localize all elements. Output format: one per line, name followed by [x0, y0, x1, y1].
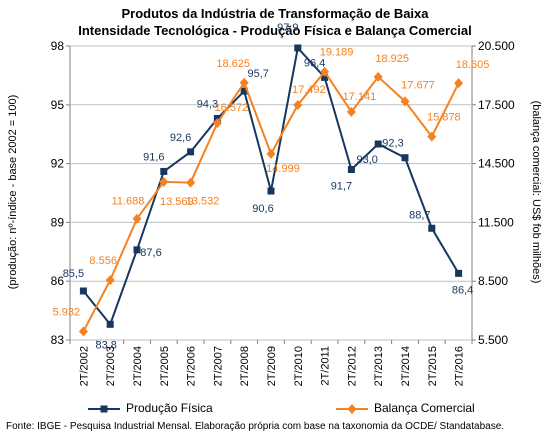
x-tick-label: 2T/2005	[159, 346, 171, 386]
data-label-producao: 96,4	[304, 57, 325, 69]
data-label-balanca: 17.677	[401, 79, 435, 91]
y-right-tick-label: 17.500	[478, 98, 515, 112]
y-axis-left-label: (produção: nº-índice - base 2002 = 100)	[7, 95, 19, 290]
data-label-producao: 92,6	[170, 132, 191, 144]
data-point-balanca	[346, 106, 356, 117]
y-left-tick-label: 89	[51, 215, 65, 229]
data-label-balanca: 18.925	[375, 53, 409, 65]
data-point-producao	[374, 140, 382, 148]
y-right-tick-label: 11.500	[478, 215, 514, 229]
data-point-producao	[428, 224, 436, 232]
data-point-balanca	[427, 131, 437, 142]
y-left-tick-label: 98	[51, 39, 65, 53]
x-tick-label: 2T/2015	[427, 346, 439, 386]
data-label-producao: 91,7	[331, 180, 352, 192]
data-label-producao: 88,7	[409, 209, 430, 221]
x-tick-label: 2T/2011	[320, 346, 332, 386]
data-point-balanca	[159, 176, 169, 187]
data-point-balanca	[373, 71, 383, 82]
x-tick-label: 2T/2013	[373, 346, 385, 386]
y-right-tick-label: 14.500	[478, 157, 515, 171]
data-label-balanca: 18.605	[456, 59, 490, 71]
series-layer	[78, 44, 464, 337]
data-point-producao	[321, 73, 329, 81]
data-labels-layer: 85,5 83,8 87,6 91,6 92,6 94,3 95,7 90,6 97,9 96,4…	[53, 22, 490, 351]
data-label-balanca: 18.625	[216, 58, 250, 70]
x-tick-label: 2T/2009	[266, 346, 278, 386]
data-label-balanca: 16.572	[215, 102, 249, 114]
chart-title-line-2: Intensidade Tecnológica - Produção Físic…	[78, 23, 472, 38]
y-left-tick-label: 95	[51, 98, 65, 112]
x-tick-label: 2T/2016	[454, 346, 466, 386]
x-tick-label: 2T/2006	[186, 346, 198, 386]
data-label-balanca: 17.141	[343, 91, 377, 103]
data-label-producao: 95,7	[247, 68, 268, 80]
x-tick-label: 2T/2002	[78, 346, 90, 386]
data-label-balanca: 14.999	[266, 163, 300, 175]
data-label-balanca: 13.569	[160, 196, 194, 208]
data-label-producao: 85,5	[63, 268, 84, 280]
x-tick-label: 2T/2008	[239, 346, 251, 386]
x-tick-label: 2T/2012	[346, 346, 358, 386]
data-point-balanca	[186, 177, 196, 188]
x-tick-label: 2T/2004	[132, 346, 144, 386]
y-right-tick-label: 8.500	[478, 274, 508, 288]
y-left-tick-label: 86	[51, 274, 65, 288]
data-point-balanca	[105, 275, 115, 286]
data-point-balanca	[320, 66, 330, 77]
x-tick-label: 2T/2007	[212, 346, 224, 386]
x-tick-label: 2T/2010	[293, 346, 305, 386]
y-axis-right-label: (balança comercial: US$ fob milhões)	[530, 101, 542, 284]
y-left-tick-label: 92	[51, 157, 65, 171]
y-right-tick-label: 20.500	[478, 39, 515, 53]
data-label-producao: 91,6	[143, 151, 164, 163]
data-label-balanca: 5.932	[53, 307, 81, 319]
data-label-balanca: 11.688	[112, 196, 145, 208]
chart-title-line-1: Produtos da Indústria de Transformação d…	[121, 6, 429, 21]
data-point-balanca	[212, 117, 222, 128]
data-label-producao: 83,8	[95, 339, 116, 351]
data-label-producao: 86,4	[452, 284, 473, 296]
data-label-balanca: 17.492	[292, 84, 326, 96]
source-note: Fonte: IBGE - Pesquisa Industrial Mensal…	[6, 421, 505, 432]
data-point-balanca	[132, 213, 142, 224]
data-point-balanca	[454, 78, 464, 89]
data-point-balanca	[400, 96, 410, 107]
data-point-producao	[401, 154, 409, 162]
data-label-balanca: 13.532	[186, 196, 220, 208]
data-point-balanca	[293, 99, 303, 110]
data-label-balanca: 15.878	[427, 112, 461, 124]
data-label-producao: 90,6	[252, 203, 273, 215]
data-point-producao	[160, 167, 168, 175]
data-point-producao	[294, 44, 302, 52]
data-label-balanca: 8.556	[89, 255, 117, 267]
data-label-producao: 97,9	[277, 22, 298, 34]
data-point-producao	[187, 148, 195, 156]
data-label-producao: 92,3	[382, 138, 403, 150]
data-point-producao	[347, 165, 355, 173]
y-right-tick-label: 5.500	[478, 333, 508, 347]
data-point-producao	[267, 187, 275, 195]
x-tick-label: 2T/2003	[105, 346, 117, 386]
data-label-balanca: 19.189	[320, 47, 354, 59]
data-point-balanca	[239, 77, 249, 88]
data-point-producao	[106, 320, 114, 328]
grid-layer	[69, 45, 473, 341]
data-point-producao	[455, 269, 463, 277]
data-point-producao	[240, 87, 248, 95]
data-label-producao: 93,0	[356, 154, 377, 166]
y-left-tick-label: 83	[51, 333, 65, 347]
x-tick-label: 2T/2014	[400, 346, 412, 386]
data-point-producao	[133, 246, 141, 254]
axes-layer	[66, 45, 476, 344]
data-point-balanca	[266, 148, 276, 159]
data-point-producao	[79, 287, 87, 295]
tick-labels-layer: 83 86 89 92 95 98 5.500 8.500 11.500 14.500 17.500…	[51, 39, 515, 386]
data-point-balanca	[78, 326, 88, 337]
data-label-producao: 94,3	[197, 99, 218, 111]
data-label-producao: 87,6	[140, 247, 161, 259]
